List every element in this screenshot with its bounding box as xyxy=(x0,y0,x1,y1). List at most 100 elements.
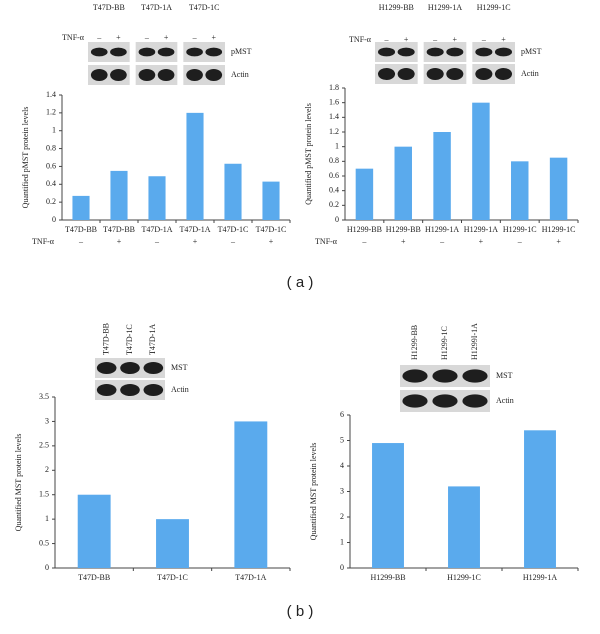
blot-row-label: Actin xyxy=(521,69,539,78)
treatment-sign: – xyxy=(154,237,160,246)
blot-row-label: Actin xyxy=(496,396,514,405)
x-tick-label: H1299-BB xyxy=(347,225,382,234)
x-tick-label: T47D-BB xyxy=(65,225,97,234)
y-tick-label: 0 xyxy=(340,563,344,572)
blot-sign: – xyxy=(144,33,150,42)
y-tick-label: 0.8 xyxy=(46,143,56,152)
treatment-sign: + xyxy=(556,237,561,246)
blot-band xyxy=(186,69,203,81)
x-tick-label: T47D-1A xyxy=(235,573,266,582)
blot-band xyxy=(138,69,156,81)
treatment-label: TNF-α xyxy=(315,237,338,246)
blot-image xyxy=(472,42,515,62)
blot-band xyxy=(494,47,513,57)
blot-band xyxy=(90,69,108,81)
bar xyxy=(148,176,166,220)
blot-band xyxy=(446,68,464,80)
blot-column-label: H1299-1C xyxy=(440,326,449,360)
x-tick-label: H1299-1A xyxy=(464,225,498,234)
treatment-sign: – xyxy=(78,237,84,246)
blot-column-label: T47D-1A xyxy=(148,324,157,355)
y-tick-label: 0 xyxy=(45,563,49,572)
bar xyxy=(448,486,480,568)
treatment-sign: – xyxy=(517,237,523,246)
blot-row-label: Actin xyxy=(171,385,189,394)
blot-sign: – xyxy=(96,33,102,42)
blot-sign: + xyxy=(453,35,458,44)
blot-band xyxy=(143,384,164,396)
x-tick-label: T47D-BB xyxy=(103,225,135,234)
bar xyxy=(186,112,204,220)
y-tick-label: 1.4 xyxy=(329,112,339,121)
y-tick-label: 1 xyxy=(45,514,49,523)
blot-column-label: T47D-1C xyxy=(189,3,220,12)
blot-sign: + xyxy=(501,35,506,44)
blot-row-label: pMST xyxy=(231,47,252,56)
bar xyxy=(72,195,90,220)
blot-image xyxy=(423,42,467,62)
blot-band xyxy=(120,384,140,396)
bar xyxy=(110,170,128,220)
panel-label: ( b ) xyxy=(287,603,314,620)
blot-band xyxy=(475,68,493,80)
x-tick-label: T47D-1C xyxy=(256,225,287,234)
bar xyxy=(433,132,451,220)
y-tick-label: 5 xyxy=(340,435,344,444)
blot-column-label: H1299-1C xyxy=(477,3,511,12)
y-tick-label: 2.5 xyxy=(39,441,49,450)
blot-band xyxy=(157,69,175,81)
y-axis-label: Quantified pMST protein levels xyxy=(304,103,313,205)
y-tick-label: 1 xyxy=(52,126,56,135)
x-tick-label: T47D-1C xyxy=(218,225,249,234)
treatment-sign: + xyxy=(193,237,198,246)
blot-column-label: T47D-BB xyxy=(101,323,110,355)
treatment-sign: + xyxy=(269,237,274,246)
bar xyxy=(355,168,374,220)
blot-image xyxy=(135,42,178,62)
blot-image xyxy=(183,42,225,62)
y-tick-label: 6 xyxy=(340,410,344,419)
y-tick-label: 0.5 xyxy=(39,538,49,547)
x-tick-label: T47D-1A xyxy=(179,225,210,234)
panel-label: ( a ) xyxy=(287,274,314,291)
blot-band xyxy=(397,47,415,57)
y-tick-label: 0.8 xyxy=(329,156,339,165)
blot-band xyxy=(205,69,223,81)
blot-sign: – xyxy=(384,35,390,44)
y-tick-label: 1.2 xyxy=(46,108,56,117)
blot-band xyxy=(402,369,428,383)
blot-treatment: TNF-α xyxy=(349,35,372,44)
x-tick-label: T47D-1A xyxy=(141,225,172,234)
y-tick-label: 1.4 xyxy=(46,90,56,99)
bar xyxy=(234,421,268,568)
blot-sign: – xyxy=(192,33,198,42)
x-tick-label: H1299-1C xyxy=(542,225,576,234)
blot-band xyxy=(426,47,444,57)
blot-band xyxy=(186,47,203,57)
blot-image xyxy=(375,42,418,62)
blot-band xyxy=(377,47,396,57)
y-tick-label: 0.2 xyxy=(329,200,339,209)
blot-row-label: Actin xyxy=(231,70,249,79)
blot-column-label: H1299-BB xyxy=(379,3,414,12)
blot-band xyxy=(143,362,164,374)
blot-band xyxy=(90,47,108,57)
blot-band xyxy=(110,47,127,57)
treatment-sign: – xyxy=(439,237,445,246)
y-axis-label: Quantified MST protein levels xyxy=(309,443,318,541)
treatment-sign: + xyxy=(479,237,484,246)
blot-band xyxy=(446,47,464,57)
blot-row-label: pMST xyxy=(521,47,542,56)
blot-band xyxy=(475,47,493,57)
blot-treatment: TNF-α xyxy=(62,33,85,42)
blot-column-label: H1299-BB xyxy=(410,325,419,360)
blot-band xyxy=(462,394,488,408)
bar xyxy=(156,519,189,568)
x-tick-label: H1299-1C xyxy=(447,573,481,582)
bar xyxy=(77,494,111,568)
y-tick-label: 0 xyxy=(52,215,56,224)
y-tick-label: 3 xyxy=(45,416,49,425)
y-tick-label: 0 xyxy=(335,215,339,224)
blot-band xyxy=(426,68,444,80)
